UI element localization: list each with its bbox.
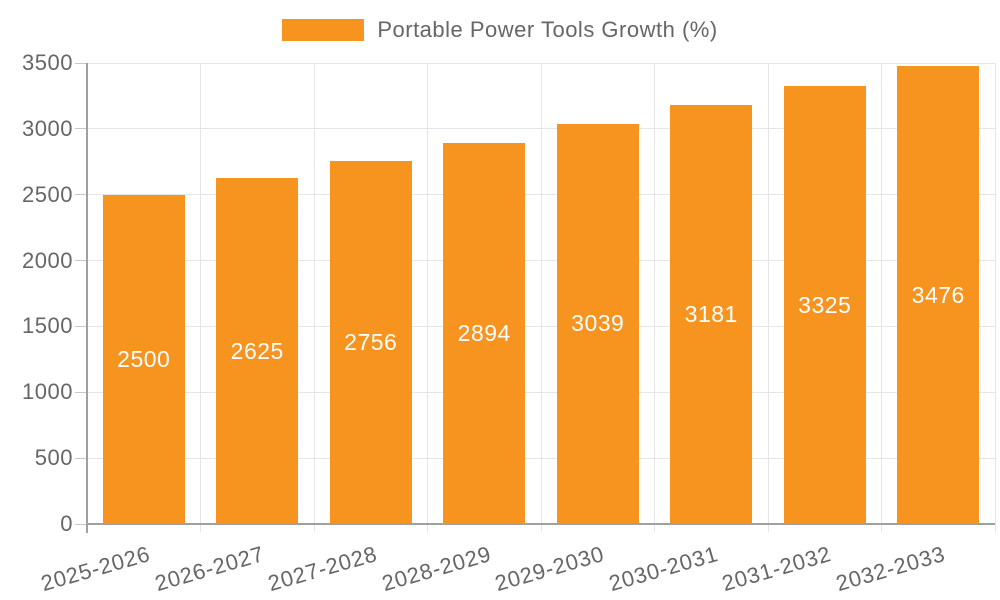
x-tick-label: 2029-2030 (492, 541, 608, 597)
x-tick-label: 2025-2026 (38, 541, 154, 597)
y-tick-label: 500 (34, 445, 73, 471)
x-gridline (881, 63, 882, 532)
bar-value-label: 3039 (571, 310, 625, 337)
y-tick-mark (75, 260, 87, 262)
bar[interactable]: 3325 (783, 86, 866, 524)
bar[interactable]: 2625 (216, 178, 299, 524)
y-tick-mark (75, 62, 87, 64)
y-tick-label: 2000 (22, 247, 73, 273)
y-tick-mark (75, 523, 87, 525)
y-tick-mark (75, 325, 87, 327)
y-tick-label: 3500 (22, 50, 73, 75)
bar-value-label: 3181 (684, 301, 738, 327)
x-gridline (427, 63, 428, 532)
bar-value-label: 3325 (798, 291, 852, 318)
x-axis-line (86, 523, 995, 525)
bar[interactable]: 3039 (556, 123, 639, 524)
bar-value-label: 2756 (344, 328, 398, 355)
legend-item[interactable]: Portable Power Tools Growth (%) (0, 13, 1000, 47)
y-axis-line (86, 63, 88, 533)
y-tick-label: 0 (60, 511, 73, 536)
bar-value-label: 2500 (117, 345, 171, 372)
x-tick-label: 2028-2029 (378, 541, 494, 597)
x-tick-label: 2031-2032 (719, 541, 835, 597)
y-tick-label: 1000 (22, 379, 73, 405)
bar-value-label: 3476 (911, 281, 965, 308)
x-gridline (200, 63, 201, 532)
bar[interactable]: 3181 (670, 105, 753, 524)
bar-value-label: 2894 (457, 319, 511, 346)
x-gridline (654, 63, 655, 532)
x-gridline (767, 63, 769, 532)
x-gridline (313, 63, 315, 532)
bar[interactable]: 2894 (443, 142, 526, 524)
y-tick-mark (75, 194, 87, 196)
x-tick-label: 2026-2027 (151, 541, 267, 597)
legend-swatch (282, 19, 365, 41)
x-gridline (994, 63, 996, 532)
bar[interactable]: 3476 (897, 66, 980, 524)
y-tick-mark (75, 391, 87, 393)
bar[interactable]: 2500 (102, 194, 185, 524)
y-tick-label: 1500 (22, 313, 73, 339)
bar-value-label: 2625 (230, 337, 284, 364)
y-tick-label: 2500 (22, 181, 73, 207)
x-tick-label: 2027-2028 (265, 541, 381, 597)
y-tick-mark (75, 128, 87, 130)
bar[interactable]: 2756 (329, 160, 412, 524)
legend-label: Portable Power Tools Growth (%) (377, 17, 718, 42)
x-gridline (540, 63, 542, 532)
x-tick-label: 2032-2033 (832, 541, 948, 597)
y-tick-label: 3000 (22, 115, 73, 141)
y-tick-mark (75, 457, 87, 459)
x-tick-label: 2030-2031 (605, 541, 721, 597)
